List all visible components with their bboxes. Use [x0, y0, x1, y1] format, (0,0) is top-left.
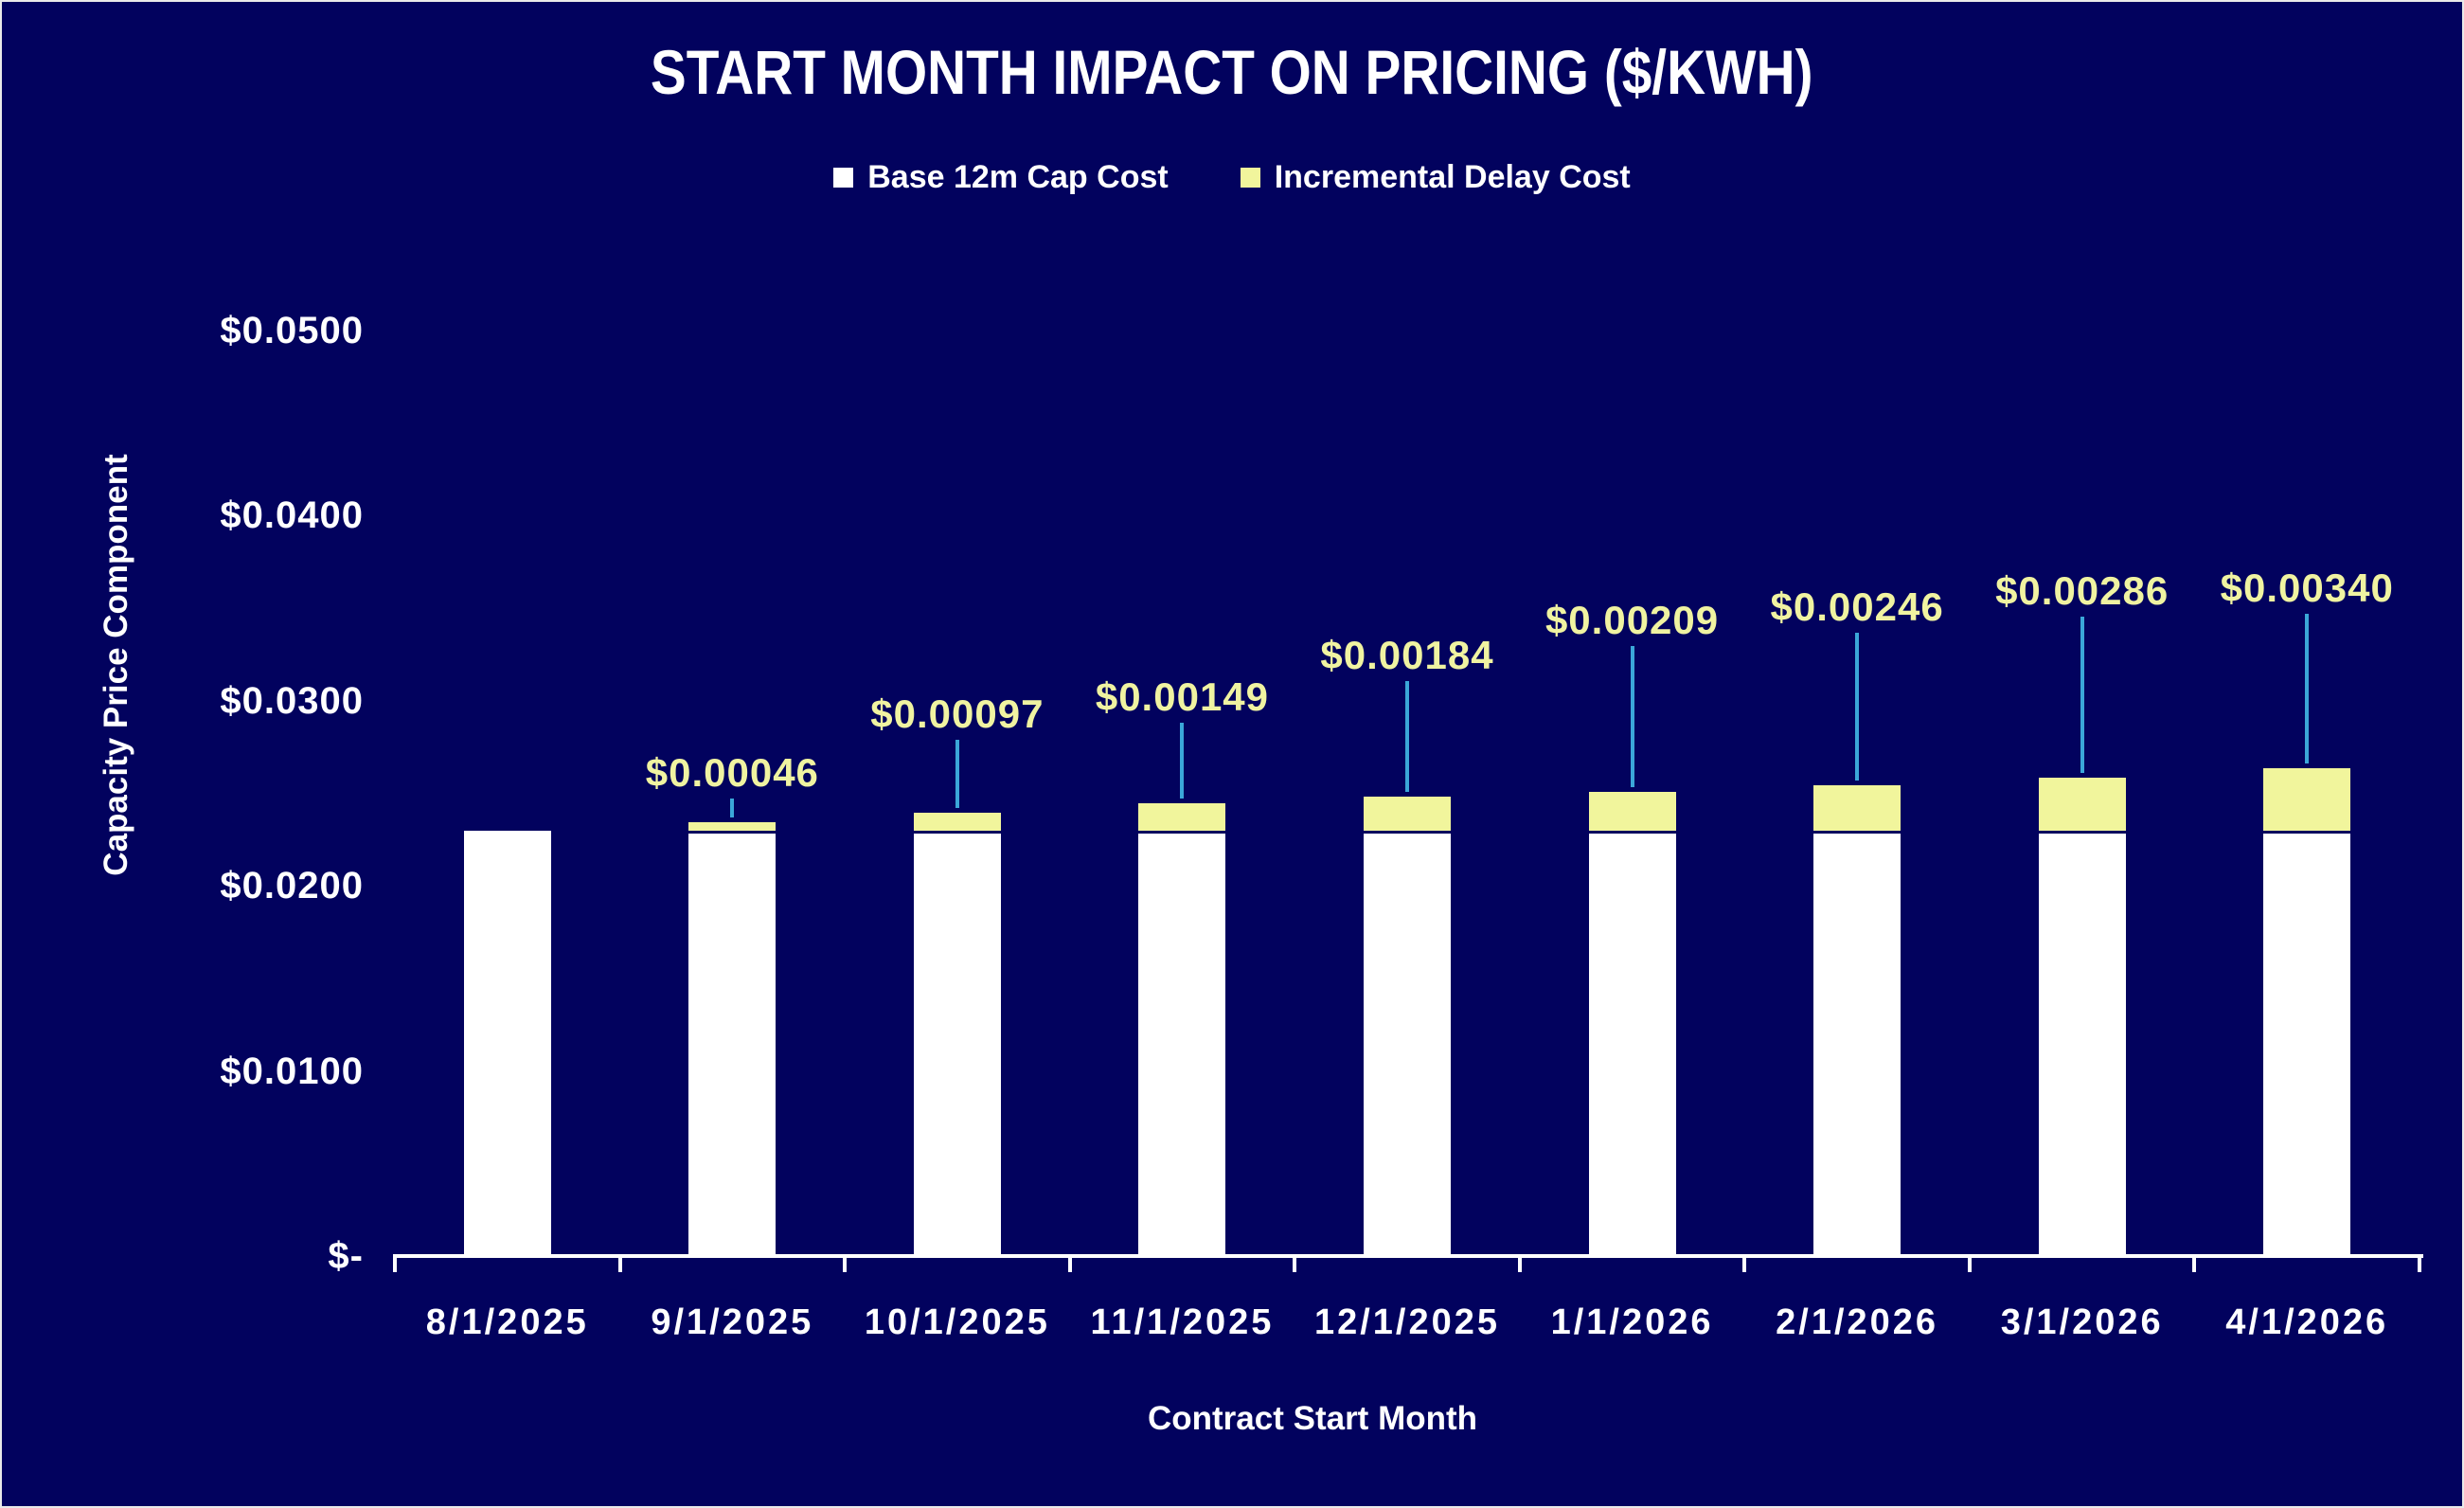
bar-segment-delay	[1138, 803, 1226, 831]
leader-line	[2080, 617, 2084, 773]
y-tick-label: $0.0300	[220, 679, 364, 722]
chart-title-text: START MONTH IMPACT ON PRICING ($/KWH)	[651, 37, 1813, 107]
bar-segment-base	[913, 831, 1001, 1256]
data-label: $0.00209	[1544, 598, 1720, 642]
bar-segment-delay	[913, 813, 1001, 831]
data-label: $0.00340	[2220, 566, 2394, 610]
y-tick-label: $0.0200	[220, 865, 364, 907]
bar-segment-base	[2263, 831, 2351, 1256]
y-tick-label: $0.0500	[220, 310, 364, 351]
bar-segment-base	[1364, 831, 1451, 1256]
x-axis-tick	[1293, 1254, 1297, 1272]
x-axis-tick	[2418, 1254, 2421, 1272]
x-tick-label: 10/1/2025	[864, 1302, 1050, 1342]
bar-segment-base	[2038, 831, 2126, 1256]
data-label: $0.00149	[1095, 674, 1270, 719]
y-tick-label: $0.0100	[220, 1050, 364, 1092]
x-axis-tick	[2192, 1254, 2197, 1272]
data-label: $0.00184	[1320, 633, 1494, 677]
y-tick-label: $0.0400	[220, 494, 364, 537]
bar-segment-base	[463, 831, 551, 1256]
x-tick-label: 12/1/2025	[1313, 1302, 1501, 1342]
leader-line	[1630, 646, 1634, 787]
bar-segment-delay	[1813, 785, 1902, 831]
y-tick-label: $-	[328, 1235, 364, 1277]
legend-marker-icon	[833, 168, 854, 188]
leader-line	[2305, 614, 2310, 763]
bar-segment-base	[688, 831, 777, 1256]
leader-line	[1405, 681, 1409, 792]
leader-line	[1855, 633, 1860, 781]
bar-segment-delay	[1588, 792, 1676, 831]
bar-segment-delay	[2263, 768, 2351, 831]
x-axis-tick	[1517, 1254, 1522, 1272]
x-axis-tick	[1967, 1254, 1972, 1272]
x-axis-tick	[1067, 1254, 1072, 1272]
legend-item-delay: Incremental Delay Cost	[1240, 159, 1631, 196]
x-axis-title: Contract Start Month	[1147, 1400, 1478, 1437]
bar-segment-base	[1813, 831, 1902, 1256]
bar-segment-delay	[1364, 797, 1451, 831]
y-axis-title: Capacity Price Component	[98, 454, 134, 876]
legend-item-base: Base 12m Cap Cost	[833, 159, 1169, 196]
legend: Base 12m Cap Cost Incremental Delay Cost	[2, 159, 2462, 196]
x-tick-label: 2/1/2026	[1776, 1302, 1939, 1342]
bar-segment-delay	[2038, 778, 2126, 831]
data-label: $0.00286	[1995, 568, 2169, 613]
x-tick-label: 8/1/2025	[425, 1302, 589, 1342]
leader-line	[730, 799, 735, 817]
x-axis-tick	[1742, 1254, 1747, 1272]
x-axis-tick	[393, 1254, 397, 1272]
x-tick-label: 4/1/2026	[2225, 1302, 2389, 1342]
x-tick-label: 11/1/2025	[1090, 1302, 1275, 1342]
legend-label: Base 12m Cap Cost	[867, 159, 1169, 195]
x-tick-label: 9/1/2025	[651, 1302, 814, 1342]
x-axis-tick	[843, 1254, 848, 1272]
data-label: $0.00046	[645, 750, 819, 795]
chart-title: START MONTH IMPACT ON PRICING ($/KWH)	[2, 36, 2462, 108]
legend-marker-icon	[1240, 168, 1260, 188]
x-tick-label: 3/1/2026	[2000, 1302, 2164, 1342]
x-tick-label: 1/1/2026	[1550, 1302, 1714, 1342]
x-axis-tick	[617, 1254, 622, 1272]
bar-segment-delay	[688, 822, 777, 831]
leader-line	[1180, 723, 1185, 799]
bar-segment-base	[1138, 831, 1226, 1256]
bar-segment-base	[1588, 831, 1676, 1256]
x-axis-line	[393, 1254, 2423, 1258]
leader-line	[955, 740, 959, 808]
data-label: $0.00097	[870, 691, 1045, 736]
legend-label: Incremental Delay Cost	[1274, 159, 1631, 195]
data-label: $0.00246	[1770, 584, 1944, 629]
